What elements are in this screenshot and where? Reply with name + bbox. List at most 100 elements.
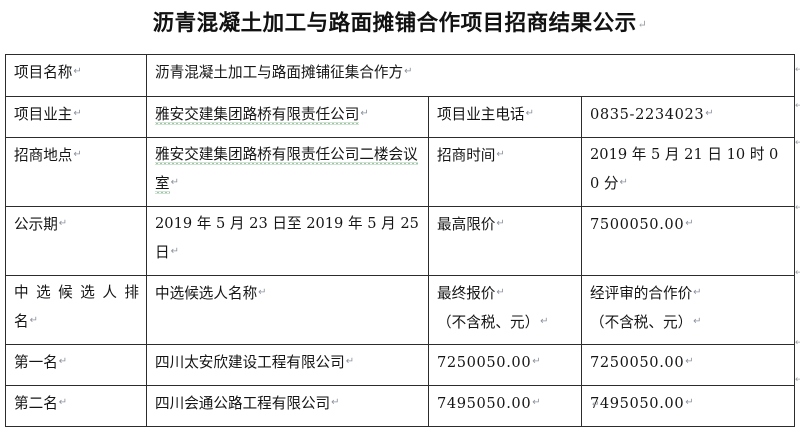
header-candidate-name: 中选候选人名称 [155, 285, 258, 302]
cell-value-venue: 雅安交建集团路桥有限责任公司二楼会议室↵ [146, 137, 429, 207]
table-row-venue: 招商地点↵ 雅安交建集团路桥有限责任公司二楼会议室↵ 招商时间↵ 2019 年 … [5, 137, 796, 207]
cell-reviewed-price-1: 7250050.00↵ [580, 344, 796, 386]
cell-final-price-1: 7250050.00↵ [428, 344, 582, 386]
paragraph-mark-icon: ↵ [345, 356, 355, 367]
paragraph-mark-icon: ↵ [685, 218, 694, 229]
paragraph-mark-icon: ↵ [693, 287, 702, 298]
cell-reviewed-price-2: 7495050.00↵ [580, 385, 796, 427]
paragraph-mark-icon: ↵ [795, 64, 800, 74]
cell-value-publicity-period: 2019 年 5 月 23 日至 2019 年 5 月 25 日↵ [146, 206, 429, 276]
table-row-project-name: 项目名称↵ 沥青混凝土加工与路面摊铺征集合作方↵ [5, 54, 796, 97]
candidate-name-2: 四川会通公路工程有限公司 [155, 395, 331, 412]
paragraph-mark-icon: ↵ [685, 356, 694, 367]
announcement-result-table: 项目名称↵ 沥青混凝土加工与路面摊铺征集合作方↵ 项目业主↵ 雅安交建集团路桥有… [5, 54, 796, 427]
table-row-candidate-2: 第二名↵ 四川会通公路工程有限公司↵ 7495050.00↵ 7495050.0… [5, 385, 796, 427]
paragraph-mark-icon: ↵ [795, 374, 800, 384]
cell-label-owner-phone: 项目业主电话↵ [428, 96, 582, 138]
value-owner-phone: 0835-2234023 [590, 106, 705, 123]
result-table-wrapper: 项目名称↵ 沥青混凝土加工与路面摊铺征集合作方↵ 项目业主↵ 雅安交建集团路桥有… [5, 54, 796, 427]
header-rank-line2: 名 [14, 313, 29, 330]
paragraph-mark-icon: ↵ [496, 287, 505, 298]
header-final-price-line2-wrap: （不含税、元）↵ [437, 308, 574, 337]
header-rank-line1: 中选候选人排 [14, 284, 139, 301]
candidate-name-1: 四川太安欣建设工程有限公司 [155, 354, 345, 371]
table-row-project-owner: 项目业主↵ 雅安交建集团路桥有限责任公司↵ 项目业主电话↵ 0835-22340… [5, 96, 796, 138]
cell-label-publicity-period: 公示期↵ [5, 206, 147, 276]
paragraph-mark-icon: ↵ [795, 267, 800, 277]
reviewed-price-1: 7250050.00 [590, 354, 685, 371]
final-price-2: 7495050.00 [437, 395, 532, 412]
paragraph-mark-icon: ↵ [525, 108, 534, 119]
header-final-price-line1-wrap: 最终报价↵ [437, 279, 574, 308]
paragraph-mark-icon: ↵ [592, 399, 600, 409]
value-publicity-period: 2019 年 5 月 23 日至 2019 年 5 月 25 日 [155, 215, 419, 261]
paragraph-mark-icon: ↵ [540, 316, 549, 327]
paragraph-mark-icon: ↵ [331, 397, 340, 408]
header-final-price-line1: 最终报价 [437, 285, 496, 302]
header-reviewed-price-line2-wrap: （不含税、元）↵ [590, 308, 787, 337]
label-max-price: 最高限价 [437, 216, 496, 233]
paragraph-mark-icon: ↵ [619, 177, 628, 188]
page-title-text: 沥青混凝土加工与路面摊铺合作项目招商结果公示 [152, 11, 637, 36]
paragraph-mark-icon: ↵ [73, 108, 82, 119]
paragraph-mark-icon: ↵ [170, 177, 179, 188]
paragraph-mark-icon: ↵ [58, 397, 68, 408]
value-project-owner: 雅安交建集团路桥有限责任公司 [155, 106, 360, 123]
paragraph-mark-icon: ↵ [360, 108, 369, 119]
cell-header-candidate-name: 中选候选人名称↵ [146, 275, 429, 345]
paragraph-mark-icon: ↵ [637, 18, 648, 31]
paragraph-mark-icon: ↵ [29, 315, 38, 326]
header-final-price-line2: （不含税、元） [437, 314, 540, 331]
paragraph-mark-icon: ↵ [795, 100, 800, 110]
cell-value-max-price: 7500050.00↵ [580, 206, 796, 276]
label-owner-phone: 项目业主电话 [437, 106, 525, 123]
cell-header-reviewed-price: 经评审的合作价↵ （不含税、元）↵ [580, 275, 796, 345]
label-project-owner: 项目业主 [14, 106, 73, 123]
paragraph-mark-icon: ↵ [705, 108, 714, 119]
cell-candidate-name-2: 四川会通公路工程有限公司↵ [146, 385, 429, 427]
label-venue: 招商地点 [14, 147, 73, 164]
cell-header-final-price: 最终报价↵ （不含税、元）↵ [428, 275, 582, 345]
cell-value-invite-time: 2019 年 5 月 21 日 10 时 00 分↵ [580, 137, 796, 207]
paragraph-mark-icon: ↵ [685, 397, 694, 408]
document-page: 沥青混凝土加工与路面摊铺合作项目招商结果公示↵ 项目名称↵ 沥青混凝土加工与路面… [0, 6, 800, 427]
cell-label-venue: 招商地点↵ [5, 137, 147, 207]
cell-value-project-name: 沥青混凝土加工与路面摊铺征集合作方↵ [145, 54, 796, 97]
value-project-name: 沥青混凝土加工与路面摊铺征集合作方 [155, 64, 404, 81]
paragraph-mark-icon: ↵ [532, 397, 541, 408]
cell-label-project-owner: 项目业主↵ [5, 96, 147, 138]
paragraph-mark-icon: ↵ [73, 149, 82, 160]
cell-label-project-name: 项目名称↵ [5, 54, 147, 97]
paragraph-mark-icon: ↵ [404, 66, 413, 77]
cell-rank-2: 第二名↵ [5, 385, 147, 427]
paragraph-mark-icon: ↵ [58, 218, 68, 229]
cell-value-owner-phone: 0835-2234023↵ [580, 96, 796, 138]
table-row-candidate-1: 第一名↵ 四川太安欣建设工程有限公司↵ 7250050.00↵ 7250050.… [5, 344, 796, 386]
cell-value-project-owner: 雅安交建集团路桥有限责任公司↵ [146, 96, 429, 138]
header-rank-line2-wrap: 名↵ [14, 307, 139, 336]
header-reviewed-price-line1: 经评审的合作价 [590, 285, 693, 302]
cell-candidate-name-1: 四川太安欣建设工程有限公司↵ [146, 344, 429, 386]
header-reviewed-price-line1-wrap: 经评审的合作价↵ [590, 279, 787, 308]
label-project-name: 项目名称 [14, 64, 73, 81]
outside-paragraph-marks: ↵ ↵ ↵ ↵ ↵ ↵ ↵ [795, 54, 800, 401]
paragraph-mark-icon: ↵ [795, 137, 800, 147]
paragraph-mark-icon: ↵ [532, 356, 541, 367]
paragraph-mark-icon: ↵ [258, 287, 267, 298]
rank-1: 第一名 [14, 354, 58, 371]
value-invite-time: 2019 年 5 月 21 日 10 时 00 分 [590, 146, 779, 192]
table-row-candidate-header: 中选候选人排 名↵ 中选候选人名称↵ 最终报价↵ （不含税、元）↵ 经评审的合作… [5, 275, 796, 345]
table-row-publicity-period: 公示期↵ 2019 年 5 月 23 日至 2019 年 5 月 25 日↵ 最… [5, 206, 796, 276]
cell-header-rank: 中选候选人排 名↵ [5, 275, 147, 345]
paragraph-mark-icon: ↵ [170, 246, 179, 257]
page-title: 沥青混凝土加工与路面摊铺合作项目招商结果公示↵ [0, 6, 800, 37]
cell-final-price-2: 7495050.00↵ [428, 385, 582, 427]
paragraph-mark-icon: ↵ [795, 202, 800, 212]
cell-rank-1: 第一名↵ [5, 344, 147, 386]
paragraph-mark-icon: ↵ [73, 66, 82, 77]
label-publicity-period: 公示期 [14, 216, 58, 233]
paragraph-mark-icon: ↵ [795, 337, 800, 347]
cell-label-max-price: 最高限价↵ [428, 206, 582, 276]
rank-2: 第二名 [14, 395, 58, 412]
value-venue: 雅安交建集团路桥有限责任公司二楼会议室 [155, 146, 418, 192]
